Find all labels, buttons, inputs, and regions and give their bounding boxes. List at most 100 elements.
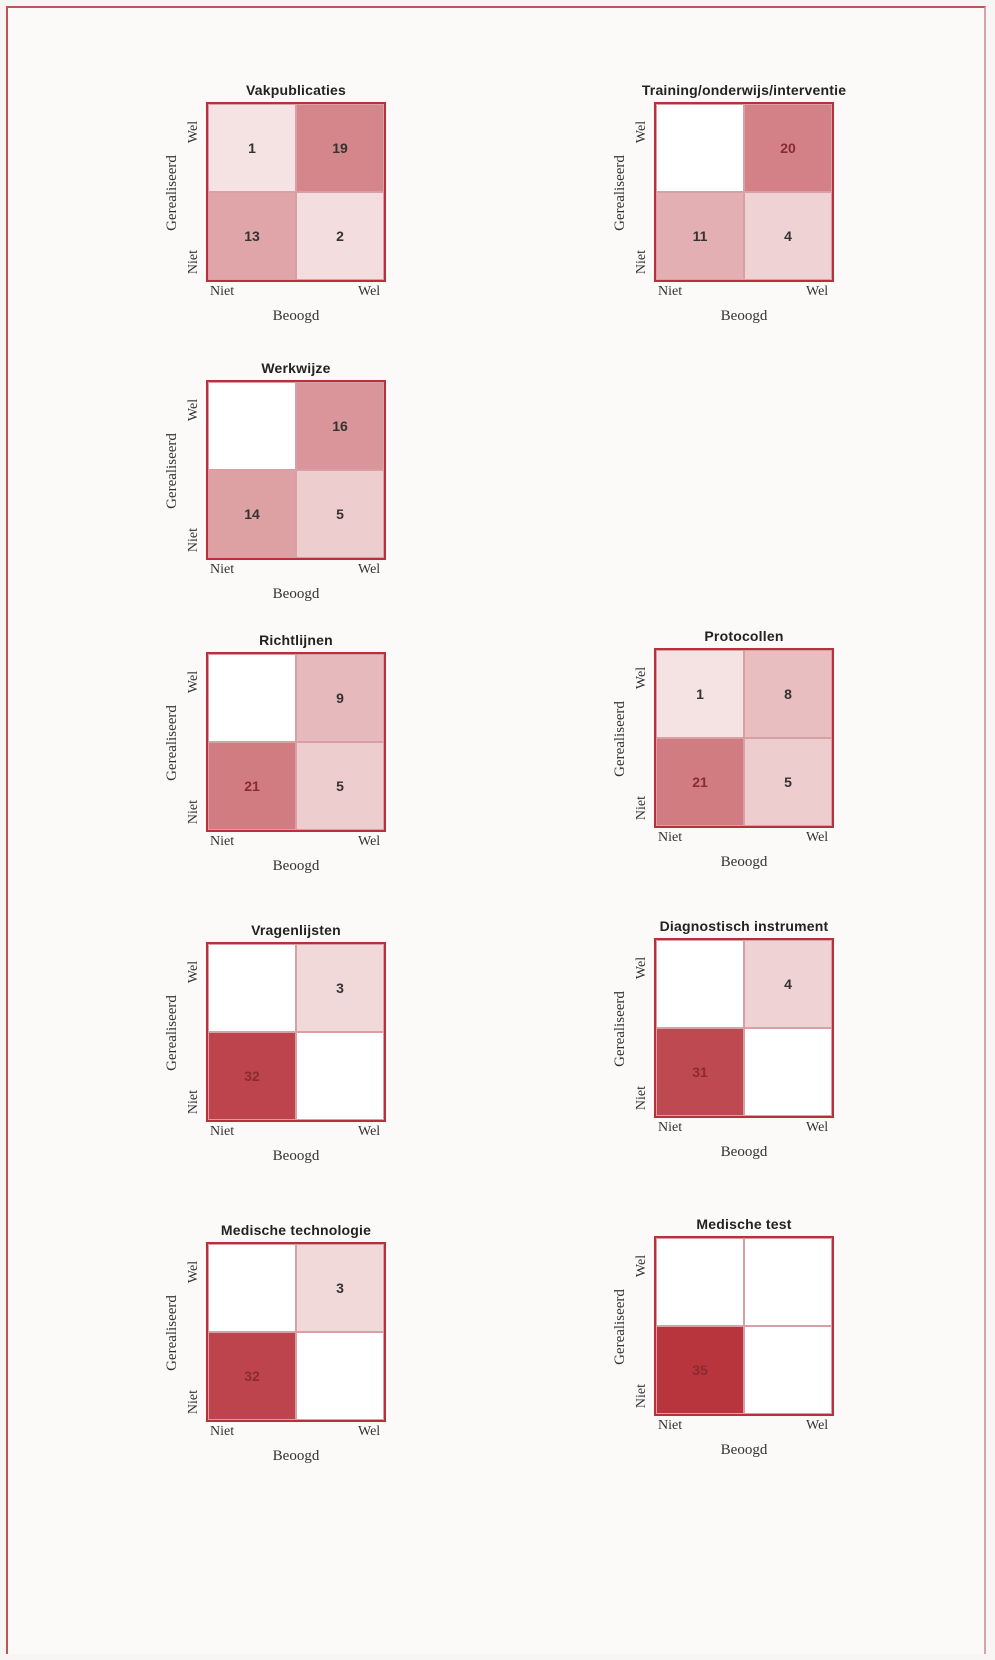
y-tick-label: Wel (634, 666, 649, 690)
heatmap-cell (744, 1326, 832, 1414)
heatmap-cell (744, 1238, 832, 1326)
cell-value: 21 (692, 774, 708, 790)
y-tick-label: Wel (186, 398, 201, 422)
heatmap-cell: 9 (296, 654, 384, 742)
chart-panel-medische-test: Medische test Gerealiseerd Wel Niet 35 Niet We… (606, 1214, 906, 1494)
x-tick-label: Wel (358, 1424, 381, 1439)
y-tick-label: Niet (186, 249, 201, 275)
cell-value: 19 (332, 140, 348, 156)
heatmap-matrix: 3 32 (206, 942, 386, 1122)
cell-value: 32 (244, 1068, 260, 1084)
heatmap-cell: 35 (656, 1326, 744, 1414)
x-tick-label: Niet (658, 284, 683, 299)
heatmap-matrix: 9 21 5 (206, 652, 386, 832)
x-tick-label: Niet (210, 834, 235, 849)
chart-panel-werkwijze: Werkwijze Gerealiseerd Wel Niet 16 14 5 Niet Wel… (158, 358, 458, 638)
chart-panel-vakpublicaties: Vakpublicaties Gerealiseerd Wel Niet 1 19 13 2 N… (158, 80, 458, 360)
cell-value: 35 (692, 1362, 708, 1378)
y-axis-label: Gerealiseerd (164, 995, 180, 1071)
chart-title: Medische test (696, 1216, 792, 1232)
x-axis-label: Beoogd (720, 854, 768, 870)
cell-value: 4 (784, 976, 792, 992)
heatmap-cell: 5 (296, 742, 384, 830)
x-axis-label: Beoogd (272, 308, 320, 324)
chart-title: Protocollen (704, 628, 784, 644)
x-axis-label: Beoogd (272, 858, 320, 874)
heatmap-matrix: 1 8 21 5 (654, 648, 834, 828)
cell-value: 5 (784, 774, 792, 790)
chart-title: Vakpublicaties (245, 82, 347, 98)
heatmap-cell (296, 1032, 384, 1120)
cell-value: 1 (248, 140, 256, 156)
heatmap-cell: 5 (296, 470, 384, 558)
heatmap-cell (296, 1332, 384, 1420)
heatmap-cell: 4 (744, 192, 832, 280)
x-axis-label: Beoogd (272, 586, 320, 602)
y-tick-label: Wel (634, 120, 649, 144)
page-frame: Vakpublicaties Gerealiseerd Wel Niet 1 19 13 2 N… (6, 6, 986, 1654)
x-tick-label: Niet (658, 1120, 683, 1135)
heatmap-cell: 20 (744, 104, 832, 192)
heatmap-matrix: 4 31 (654, 938, 834, 1118)
chart-panel-medische-technologie: Medische technologie Gerealiseerd Wel Niet 3… (158, 1220, 458, 1500)
heatmap-cell (656, 104, 744, 192)
cell-value: 16 (332, 418, 348, 434)
heatmap-cell (208, 382, 296, 470)
heatmap-cell: 32 (208, 1032, 296, 1120)
y-tick-label: Wel (186, 1260, 201, 1284)
cell-value: 13 (244, 228, 260, 244)
heatmap-cell: 4 (744, 940, 832, 1028)
chart-panel-training-onderwijs-interventie: Training/onderwijs/interventie Gerealisee… (606, 80, 906, 360)
cell-value: 9 (336, 690, 344, 706)
heatmap-cell: 1 (656, 650, 744, 738)
y-tick-label: Wel (186, 670, 201, 694)
heatmap-matrix: 35 (654, 1236, 834, 1416)
x-tick-label: Wel (358, 834, 381, 849)
y-tick-label: Niet (186, 799, 201, 825)
heatmap-cell: 21 (656, 738, 744, 826)
x-tick-label: Niet (210, 284, 235, 299)
heatmap-matrix: 16 14 5 (206, 380, 386, 560)
x-tick-label: Niet (658, 830, 683, 845)
x-axis-label: Beoogd (720, 308, 768, 324)
heatmap-cell: 31 (656, 1028, 744, 1116)
y-axis-label: Gerealiseerd (612, 1289, 628, 1365)
heatmap-cell: 14 (208, 470, 296, 558)
y-tick-label: Wel (634, 956, 649, 980)
heatmap-cell: 1 (208, 104, 296, 192)
cell-value: 5 (336, 778, 344, 794)
x-tick-label: Wel (358, 562, 381, 577)
heatmap-cell (744, 1028, 832, 1116)
chart-title: Vragenlijsten (251, 922, 341, 938)
y-tick-label: Wel (634, 1254, 649, 1278)
heatmap-cell: 3 (296, 1244, 384, 1332)
y-tick-label: Niet (186, 527, 201, 553)
heatmap-cell (208, 944, 296, 1032)
x-axis-label: Beoogd (720, 1442, 768, 1458)
x-tick-label: Wel (358, 284, 381, 299)
chart-panel-richtlijnen: Richtlijnen Gerealiseerd Wel Niet 9 21 5 Niet We… (158, 630, 458, 910)
y-axis-label: Gerealiseerd (164, 1295, 180, 1371)
cell-value: 31 (692, 1064, 708, 1080)
heatmap-cell: 3 (296, 944, 384, 1032)
chart-title: Werkwijze (261, 360, 331, 376)
y-axis-label: Gerealiseerd (612, 701, 628, 777)
heatmap-cell: 2 (296, 192, 384, 280)
chart-panel-protocollen: Protocollen Gerealiseerd Wel Niet 1 8 21 5 Niet W… (606, 626, 906, 906)
heatmap-cell: 19 (296, 104, 384, 192)
heatmap-cell: 16 (296, 382, 384, 470)
heatmap-cell (656, 940, 744, 1028)
heatmap-cell: 8 (744, 650, 832, 738)
cell-value: 1 (696, 686, 704, 702)
y-tick-label: Niet (186, 1089, 201, 1115)
x-tick-label: Wel (806, 1418, 829, 1433)
x-tick-label: Niet (210, 1124, 235, 1139)
y-tick-label: Wel (186, 120, 201, 144)
heatmap-cell (656, 1238, 744, 1326)
y-tick-label: Niet (634, 795, 649, 821)
x-axis-label: Beoogd (272, 1448, 320, 1464)
x-tick-label: Wel (806, 1120, 829, 1135)
x-tick-label: Niet (658, 1418, 683, 1433)
x-axis-label: Beoogd (720, 1144, 768, 1160)
x-tick-label: Niet (210, 1424, 235, 1439)
